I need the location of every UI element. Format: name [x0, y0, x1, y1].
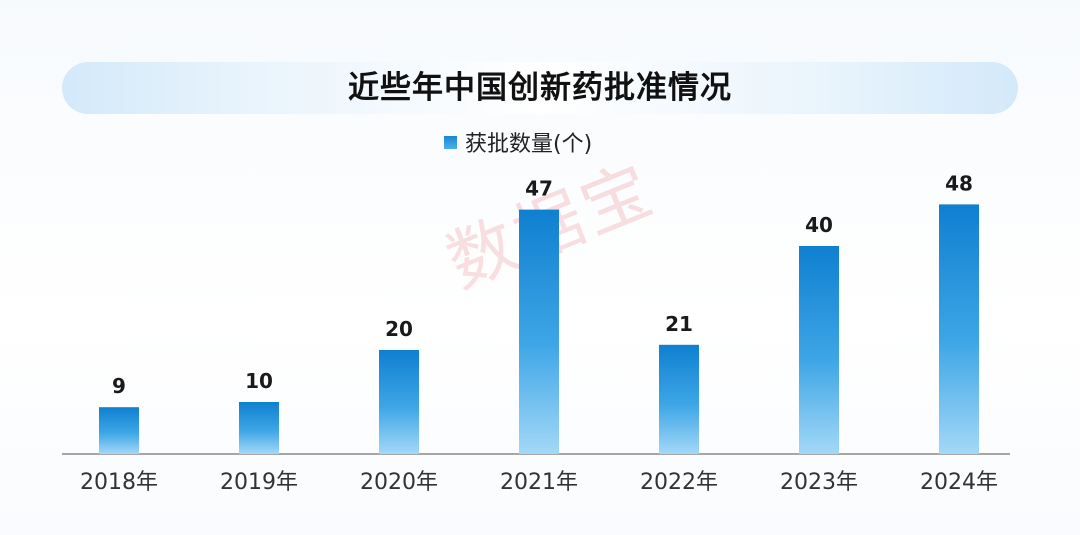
data-label-3: 47 [525, 177, 553, 201]
bar-5 [799, 246, 839, 454]
bar-3 [519, 210, 559, 454]
data-label-6: 48 [945, 171, 973, 195]
bar-4 [659, 345, 699, 454]
data-label-0: 9 [112, 374, 126, 398]
x-tick-label-0: 2018年 [80, 470, 158, 495]
bar-1 [239, 402, 279, 454]
data-label-2: 20 [385, 317, 413, 341]
x-tick-label-1: 2019年 [220, 470, 298, 495]
data-label-5: 40 [805, 213, 833, 237]
x-tick-label-2: 2020年 [360, 470, 438, 495]
x-tick-label-6: 2024年 [920, 470, 998, 495]
bar-2 [379, 350, 419, 454]
x-tick-label-4: 2022年 [640, 470, 718, 495]
data-label-4: 21 [665, 312, 693, 336]
x-tick-label-3: 2021年 [500, 470, 578, 495]
x-tick-label-5: 2023年 [780, 470, 858, 495]
data-label-1: 10 [245, 369, 273, 393]
bar-6 [939, 204, 979, 454]
bar-0 [99, 407, 139, 454]
